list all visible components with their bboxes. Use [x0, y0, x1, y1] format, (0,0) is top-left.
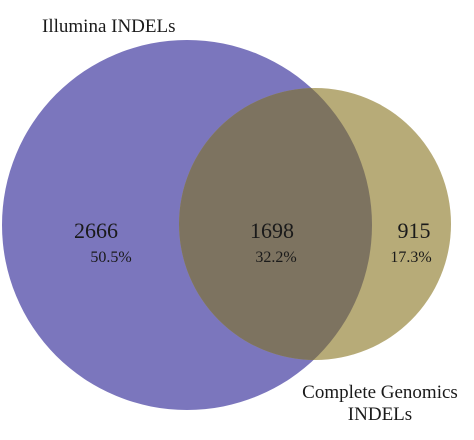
overlap-percent: 32.2% — [255, 249, 296, 266]
complete-genomics-label-line2: INDELs — [348, 404, 412, 425]
only-a-count: 2666 — [74, 218, 118, 243]
complete-genomics-label-line1: Complete Genomics — [302, 382, 458, 403]
only-a-percent: 50.5% — [90, 249, 131, 266]
only-b-count: 915 — [398, 218, 431, 243]
only-b-percent: 17.3% — [390, 249, 431, 266]
overlap-count: 1698 — [250, 218, 294, 243]
illumina-label: Illumina INDELs — [42, 16, 176, 37]
overlap-region — [179, 88, 372, 360]
